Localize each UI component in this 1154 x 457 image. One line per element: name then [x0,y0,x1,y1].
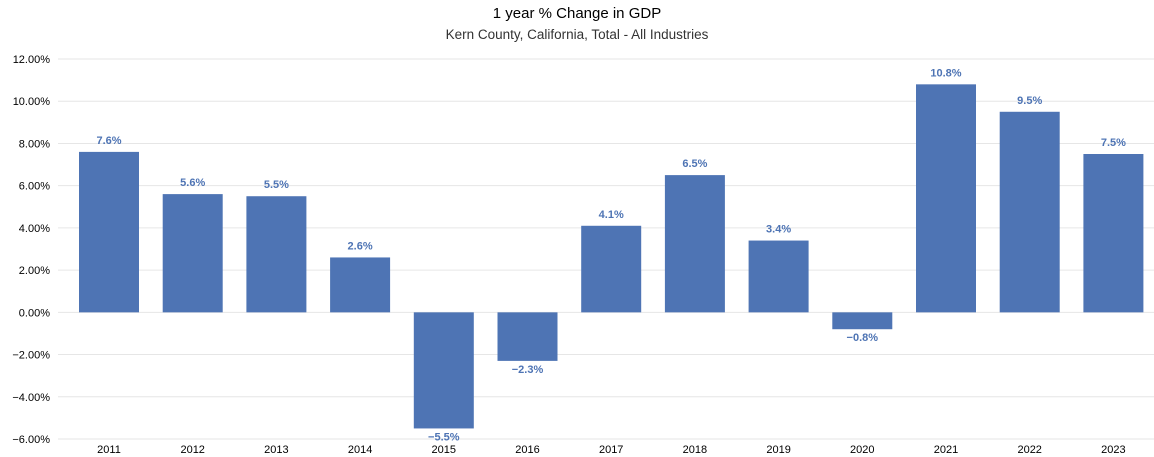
x-tick-label: 2017 [599,444,623,456]
y-tick-label: −2.00% [12,350,50,362]
data-labels: 7.6% 5.6% 5.5% 2.6% −5.5% −2.3% 4.1% 6.5% 3.4% −0… [96,67,1126,443]
bar-2021 [916,84,976,313]
data-label-2013: 5.5% [264,179,289,191]
data-label-2019: 3.4% [766,224,791,236]
bar-2020 [832,312,893,330]
y-tick-label: 10.00% [13,96,51,108]
bar-2023 [1083,154,1144,313]
data-label-2015: −5.5% [428,431,460,443]
y-tick-label: −6.00% [12,434,50,446]
x-tick-label: 2021 [934,444,958,456]
chart-subtitle: Kern County, California, Total - All Ind… [445,27,709,42]
y-tick-label: 6.00% [19,181,50,193]
bar-2013 [246,196,307,313]
bar-2015 [413,312,474,429]
data-label-2017: 4.1% [599,209,624,221]
data-label-2023: 7.5% [1101,137,1126,149]
x-tick-label: 2018 [683,444,707,456]
x-tick-label: 2016 [515,444,539,456]
x-axis-tick-labels: 2011 2012 2013 2014 2015 2016 2017 2018 2019 2020… [97,444,1125,456]
bar-2014 [330,257,391,313]
data-label-2020: −0.8% [847,332,879,344]
data-label-2012: 5.6% [180,177,205,189]
bar-2018 [664,175,725,313]
x-tick-label: 2020 [850,444,874,456]
bar-2019 [748,240,809,313]
chart-title: 1 year % Change in GDP [492,5,662,22]
x-tick-label: 2012 [180,444,204,456]
bars [79,84,1144,429]
x-tick-label: 2015 [432,444,456,456]
y-tick-label: 12.00% [13,54,51,66]
x-tick-label: 2011 [97,444,121,456]
bar-2012 [162,194,223,313]
data-label-2011: 7.6% [96,135,121,147]
x-tick-label: 2013 [264,444,288,456]
data-label-2018: 6.5% [682,158,707,170]
x-tick-label: 2022 [1017,444,1041,456]
y-tick-label: −4.00% [12,392,50,404]
y-tick-label: 8.00% [19,138,50,150]
bar-2016 [497,312,558,361]
data-label-2021: 10.8% [930,67,961,79]
bar-2011 [79,151,139,313]
data-label-2016: −2.3% [512,364,544,376]
x-tick-label: 2023 [1101,444,1125,456]
x-tick-label: 2014 [348,444,372,456]
y-tick-label: 4.00% [19,223,50,235]
y-axis-tick-labels: 12.00% 10.00% 8.00% 6.00% 4.00% 2.00% 0.00% −2.… [12,54,50,446]
data-label-2014: 2.6% [348,240,373,252]
data-label-2022: 9.5% [1017,95,1042,107]
bar-2017 [581,225,642,313]
bar-2022 [999,111,1060,313]
y-tick-label: 2.00% [19,265,50,277]
x-tick-label: 2019 [766,444,790,456]
y-tick-label: 0.00% [19,307,50,319]
